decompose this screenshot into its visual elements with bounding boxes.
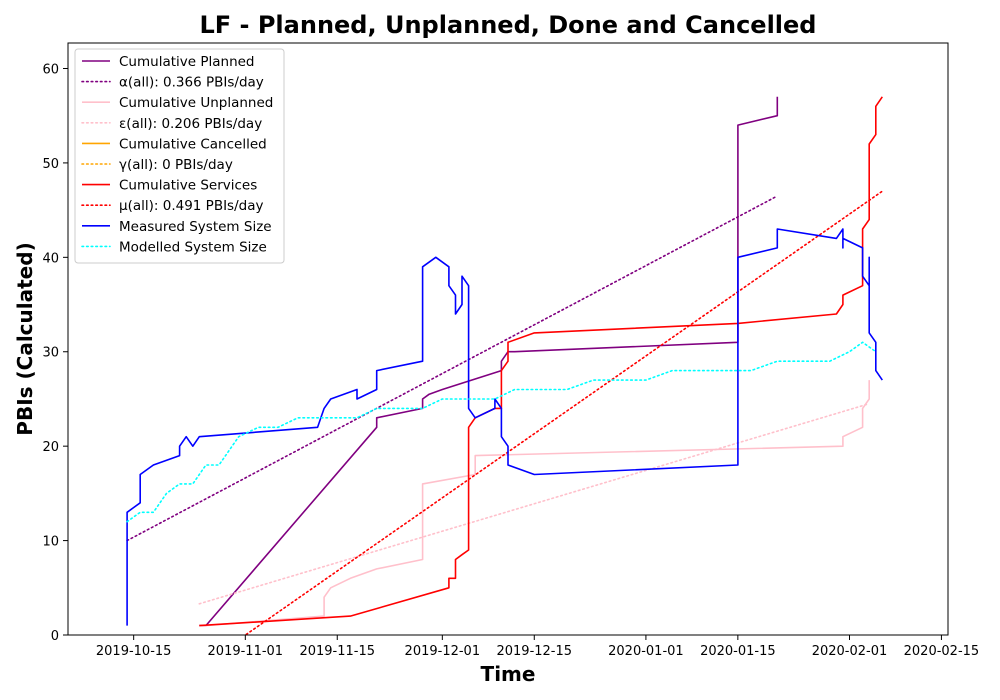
y-tick-label: 10 <box>42 535 59 550</box>
x-tick-label: 2019-12-15 <box>496 644 572 659</box>
y-tick-label: 40 <box>42 251 59 266</box>
x-tick-label: 2019-12-01 <box>405 644 481 659</box>
x-tick-label: 2020-01-01 <box>608 644 684 659</box>
series-line-cumulative-unplanned <box>199 380 870 627</box>
y-tick-label: 60 <box>42 62 59 77</box>
legend-label-measured-system-size: Measured System Size <box>119 219 272 235</box>
y-tick-label: 30 <box>42 346 59 361</box>
x-axis-label: Time <box>481 662 536 686</box>
series-line-all-0-491-pbis-day <box>244 190 884 635</box>
x-tick-label: 2019-11-15 <box>299 644 375 659</box>
series-line-cumulative-services <box>199 96 883 627</box>
legend-label-cumulative-planned: Cumulative Planned <box>119 54 255 70</box>
legend-label-all-0-pbis-day: γ(all): 0 PBIs/day <box>119 157 233 173</box>
series-line-measured-system-size <box>126 228 883 626</box>
legend-label-cumulative-unplanned: Cumulative Unplanned <box>119 95 273 111</box>
series-line-all-0-206-pbis-day <box>198 402 870 605</box>
x-tick-label: 2020-01-15 <box>700 644 776 659</box>
legend-label-cumulative-cancelled: Cumulative Cancelled <box>119 136 267 152</box>
legend-label-all-0-491-pbis-day: μ(all): 0.491 PBIs/day <box>119 198 263 214</box>
plot-frame <box>67 42 949 636</box>
legend-label-all-0-366-pbis-day: α(all): 0.366 PBIs/day <box>119 75 264 91</box>
x-tick-label: 2020-02-01 <box>812 644 888 659</box>
y-tick-label: 20 <box>42 440 59 455</box>
series-line-all-0-366-pbis-day <box>126 195 779 542</box>
chart-title: LF - Planned, Unplanned, Done and Cancel… <box>199 11 816 39</box>
legend: Cumulative Planned α(all): 0.366 PBIs/day… <box>74 48 285 264</box>
legend-label-cumulative-services: Cumulative Services <box>119 178 257 194</box>
series-layer <box>126 96 884 635</box>
y-tick-label: 50 <box>42 157 59 172</box>
x-tick-label: 2019-11-01 <box>208 644 284 659</box>
legend-frame <box>74 48 285 264</box>
x-tick-label: 2020-02-15 <box>904 644 980 659</box>
y-axis-label: PBIs (Calculated) <box>13 242 37 435</box>
x-tick-label: 2019-10-15 <box>96 644 172 659</box>
legend-label-all-0-206-pbis-day: ε(all): 0.206 PBIs/day <box>119 116 262 132</box>
series-line-modelled-system-size <box>126 341 877 523</box>
legend-label-modelled-system-size: Modelled System Size <box>119 239 267 255</box>
y-tick-label: 0 <box>51 629 59 644</box>
ticks-layer: 2019-10-15 2019-11-01 2019-11-15 2019-12-01… <box>42 62 979 659</box>
